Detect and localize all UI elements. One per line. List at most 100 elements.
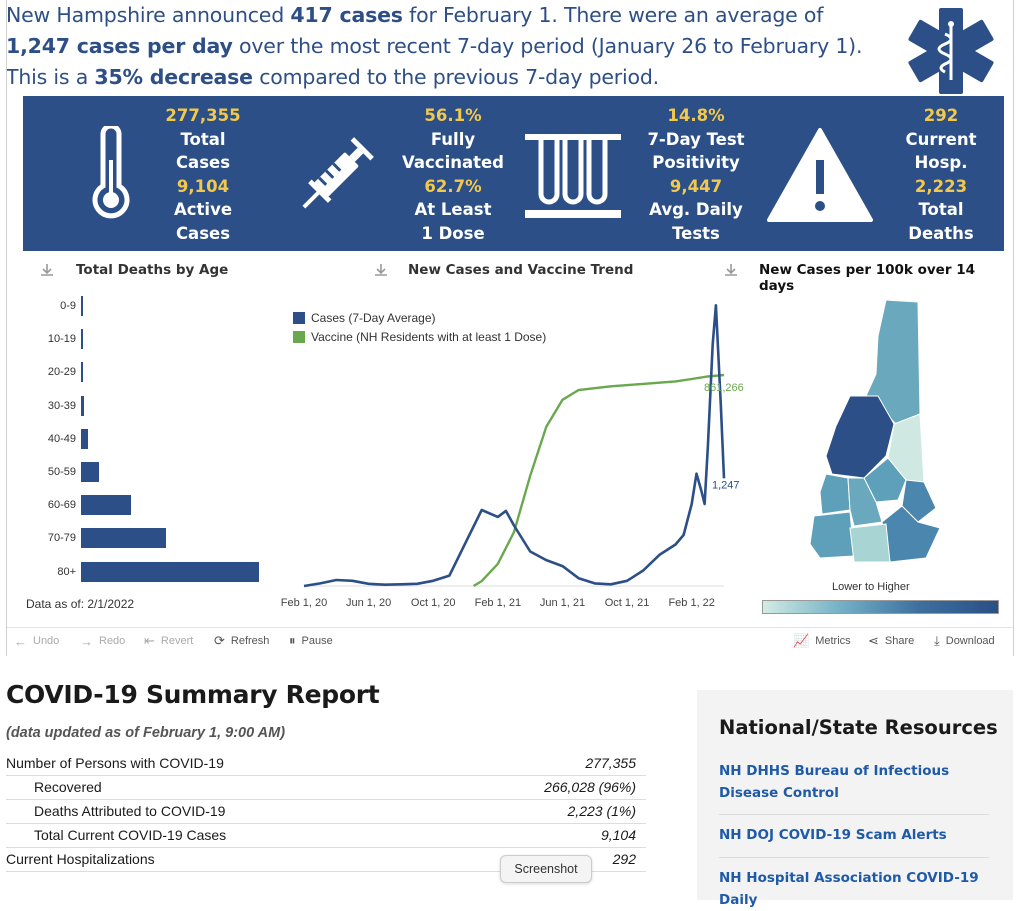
trend-legend: Cases (7-Day Average) Vaccine (NH Reside… [293,308,546,346]
report-subtitle: (data updated as of February 1, 9:00 AM) [6,725,286,741]
row-label: Total Current COVID-19 Cases [34,827,227,843]
stat-label: At Least [414,200,492,220]
download-icon[interactable] [374,263,388,277]
age-bar[interactable] [81,428,88,449]
resource-link-doj[interactable]: NH DOJ COVID-19 Scam Alerts [719,827,947,843]
download-icon[interactable] [40,263,54,277]
age-tick-label: 80+ [57,565,76,578]
trend-title: New Cases and Vaccine Trend [408,262,634,278]
county-cheshire[interactable] [809,511,855,559]
age-bar[interactable] [81,495,131,516]
age-bar-row[interactable]: 20-29 [16,362,276,383]
x-tick-label: Oct 1, 20 [411,597,456,609]
metrics-button[interactable]: 📈 Metrics [793,633,851,649]
nh-county-map[interactable] [806,296,951,564]
x-tick-label: Feb 1, 21 [475,597,521,609]
legend-swatch [293,330,305,343]
stat-label: Positivity [652,153,740,173]
stat-label: Total [180,129,226,149]
table-row: Current Hospitalizations 292 [6,848,646,872]
x-tick-label: Feb 1, 20 [281,597,327,609]
x-tick-label: Feb 1, 22 [668,597,714,609]
announcement-cases: 417 cases [290,3,403,27]
age-bar-row[interactable]: 40-49 [16,428,276,449]
age-tick-label: 60-69 [47,499,76,512]
age-bar-row[interactable]: 60-69 [16,495,276,516]
age-tick-label: 40-49 [47,432,76,445]
row-label: Number of Persons with COVID-19 [6,755,224,771]
stat-label: 7-Day Test [647,129,745,149]
age-bar[interactable] [81,395,85,416]
vaccine-series-line[interactable] [472,373,725,588]
revert-button[interactable]: ⇤ Revert [144,633,193,649]
resource-link-hospital-assoc[interactable]: NH Hospital Association COVID-19 Daily [719,870,979,908]
stat-value: 2,223 [914,176,968,196]
stat-label: Cases [175,223,231,243]
share-button[interactable]: ⋖ Share [868,633,914,649]
stat-value: 277,355 [165,106,241,125]
refresh-icon: ⟳ [214,633,225,648]
age-bar[interactable] [81,561,259,582]
data-as-of: Data as of: 2/1/2022 [26,597,135,611]
resources-title: National/State Resources [719,716,998,739]
redo-button[interactable]: → Redo [80,633,125,649]
warning-icon [767,128,873,222]
age-bar-row[interactable]: 80+ [16,561,276,582]
age-bar-row[interactable]: 0-9 [16,296,276,316]
announcement-percent: 35% decrease [94,65,253,89]
county-strafford[interactable] [901,479,937,523]
stat-testing: 14.8% 7-Day Test Positivity 9,447 Avg. D… [641,104,751,246]
age-tick-label: 10-19 [47,333,76,346]
resources-panel: National/State Resources NH DHHS Bureau … [697,690,1013,908]
row-value: 266,028 (96%) [544,779,636,795]
frame-divider [6,0,7,656]
age-bar[interactable] [81,528,166,549]
download-label: Download [945,635,995,647]
stat-value: 9,447 [669,176,723,196]
stat-label: Avg. Daily [649,200,743,220]
age-bar[interactable] [81,462,100,482]
announcement-average: 1,247 cases per day [6,34,233,58]
county-rockingham[interactable] [881,505,941,563]
x-tick-label: Jun 1, 20 [346,597,391,609]
cases-data-label: 1,247 [712,479,740,491]
map-legend-label: Lower to Higher [832,581,910,593]
legend-swatch [293,311,305,324]
download-icon[interactable] [724,263,738,277]
dashboard-toolbar: ← Undo → Redo ⇤ Revert ⟳ Refresh ⏸ Pause 📈 Met… [6,627,1014,654]
announcement-text: This is a [6,65,95,89]
share-icon: ⋖ [868,633,879,648]
age-tick-label: 50-59 [47,466,76,478]
county-sullivan[interactable] [819,473,851,515]
stat-value: 56.1% [424,106,482,125]
age-bar-row[interactable]: 50-59 [16,462,276,482]
age-bar[interactable] [81,362,83,383]
thermometer-icon [92,126,130,219]
stat-label: Vaccinated [402,153,504,173]
resource-link-dhhs[interactable]: NH DHHS Bureau of Infectious Disease Con… [719,763,950,801]
stat-label: Current [905,129,977,149]
stat-value: 62.7% [424,176,482,196]
deaths-by-age-title: Total Deaths by Age [76,262,229,278]
age-bar-row[interactable]: 30-39 [16,395,276,416]
age-bar-row[interactable]: 10-19 [16,329,276,350]
cases-series-line[interactable] [303,304,726,588]
age-bar[interactable] [81,296,83,316]
download-button[interactable]: ⤓ Download [934,633,995,649]
x-tick-label: Oct 1, 21 [605,597,650,609]
stats-panel: 277,355 Total Cases 9,104 Active Cases [23,96,1004,251]
announcement-text: over the most recent 7-day period (Janua… [232,34,863,58]
age-bar[interactable] [81,329,83,350]
announcement-text: New Hampshire announced [6,3,291,27]
report-title: COVID-19 Summary Report [6,680,380,709]
row-label: Current Hospitalizations [6,851,155,867]
pause-button[interactable]: ⏸ Pause [289,633,333,649]
stat-label: Cases [175,153,231,173]
refresh-button[interactable]: ⟳ Refresh [214,633,269,649]
table-row: Number of Persons with COVID-19 277,355 [6,752,646,776]
county-hillsborough[interactable] [849,523,891,563]
age-bar-row[interactable]: 70-79 [16,528,276,549]
redo-icon: → [80,633,93,649]
stat-label: 1 Dose [421,223,485,243]
undo-button[interactable]: ← Undo [14,633,59,649]
